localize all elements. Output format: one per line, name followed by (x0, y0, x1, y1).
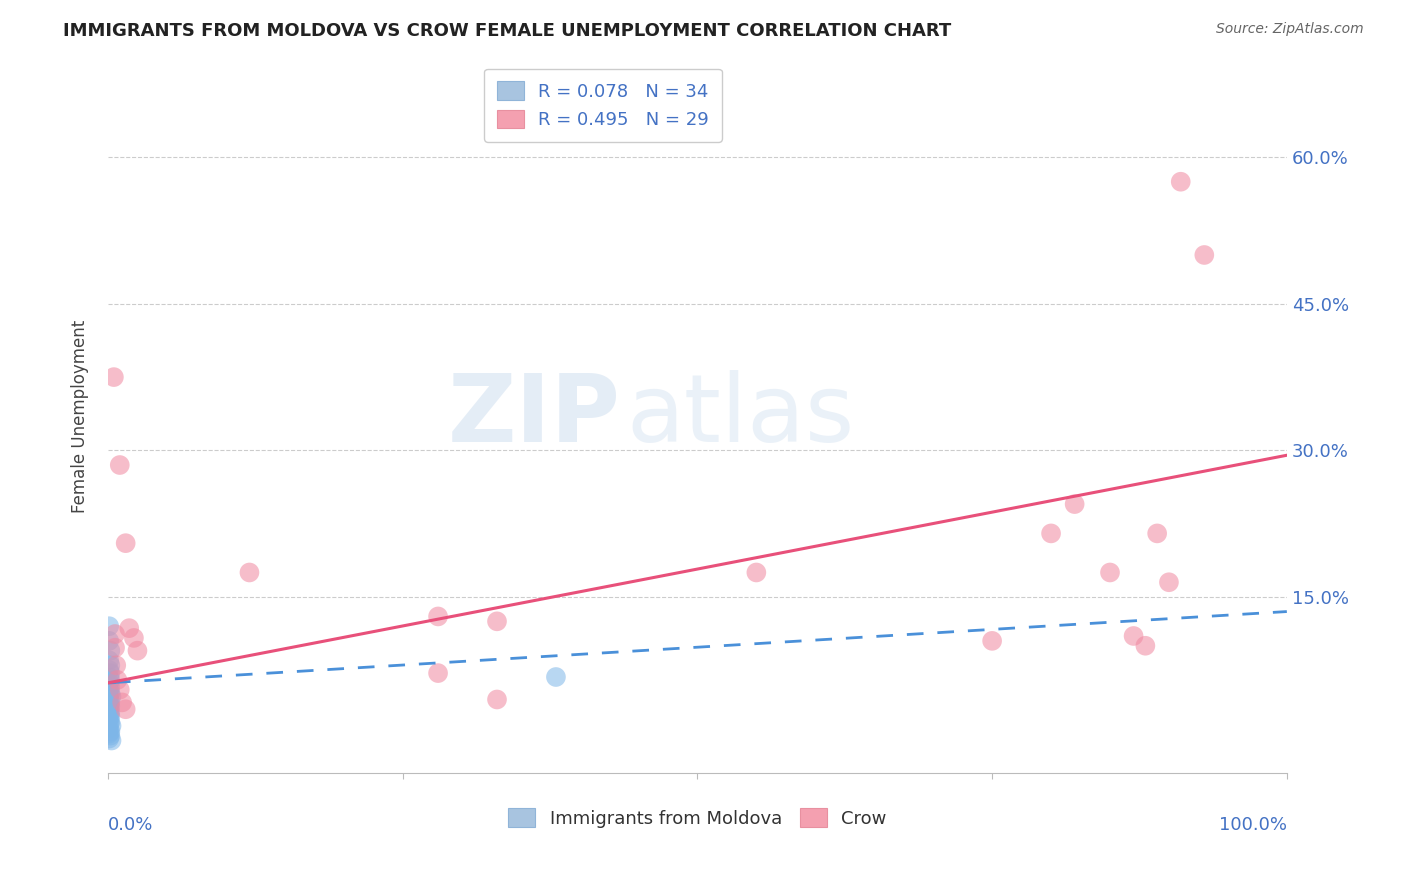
Point (108, 458, 131, 472)
Point (238, 566, 260, 580)
Point (98, 702, 121, 716)
Point (118, 621, 141, 635)
Point (981, 633, 1004, 648)
Point (485, 615, 508, 629)
Point (1122, 629, 1144, 643)
Point (1146, 526, 1168, 541)
Point (745, 566, 768, 580)
Point (98, 712, 121, 726)
Point (98, 633, 121, 648)
Point (104, 627, 127, 641)
Point (98, 688, 121, 702)
Point (114, 702, 136, 716)
Point (427, 609, 450, 624)
Text: 100.0%: 100.0% (1219, 815, 1286, 833)
Point (98, 717, 121, 731)
Point (1170, 175, 1192, 189)
Point (98, 673, 121, 687)
Point (98, 726, 121, 740)
Point (98, 705, 121, 719)
Point (1157, 575, 1180, 590)
Point (98, 685, 121, 699)
Point (544, 670, 567, 684)
Point (98, 670, 121, 684)
Point (100, 690, 122, 704)
Point (98, 699, 121, 714)
Point (427, 666, 450, 681)
Point (98, 724, 121, 739)
Point (98, 731, 121, 746)
Point (111, 695, 134, 709)
Point (98, 698, 121, 712)
Point (98, 722, 121, 736)
Point (105, 658, 128, 673)
Point (98, 692, 121, 706)
Point (98, 658, 121, 673)
Point (1063, 497, 1085, 511)
Point (114, 536, 136, 550)
Text: IMMIGRANTS FROM MOLDOVA VS CROW FEMALE UNEMPLOYMENT CORRELATION CHART: IMMIGRANTS FROM MOLDOVA VS CROW FEMALE U… (63, 22, 952, 40)
Point (98, 682, 121, 697)
Point (98, 729, 121, 743)
Point (127, 643, 149, 657)
Point (107, 673, 129, 687)
Point (1194, 248, 1216, 262)
Point (98, 653, 121, 667)
Point (108, 682, 131, 697)
Point (98, 666, 121, 681)
Text: atlas: atlas (627, 370, 855, 462)
Point (485, 692, 508, 706)
Point (98, 663, 121, 677)
Point (1135, 639, 1157, 653)
Point (103, 370, 125, 384)
Text: Source: ZipAtlas.com: Source: ZipAtlas.com (1216, 22, 1364, 37)
Point (104, 640, 127, 655)
Point (1098, 566, 1121, 580)
Point (100, 719, 122, 733)
Text: ZIP: ZIP (449, 370, 621, 462)
Point (100, 733, 122, 747)
Y-axis label: Female Unemployment: Female Unemployment (72, 319, 89, 513)
Point (98, 680, 121, 694)
Point (98, 676, 121, 690)
Point (122, 631, 145, 645)
Point (98, 707, 121, 722)
Point (98, 643, 121, 657)
Legend: Immigrants from Moldova, Crow: Immigrants from Moldova, Crow (501, 801, 894, 835)
Point (1040, 526, 1063, 541)
Text: 0.0%: 0.0% (108, 815, 153, 833)
Point (98, 714, 121, 729)
Point (98, 709, 121, 723)
Point (98, 619, 121, 633)
Point (98, 695, 121, 709)
